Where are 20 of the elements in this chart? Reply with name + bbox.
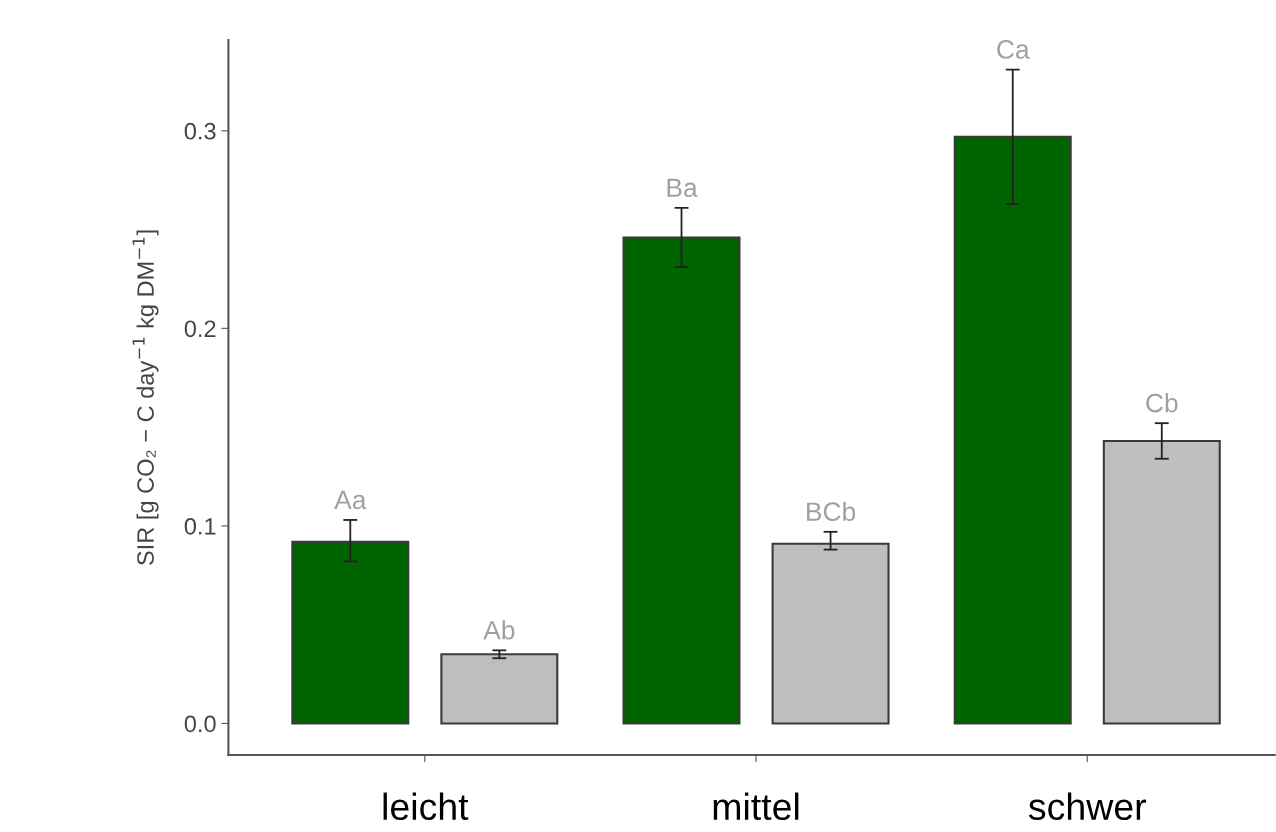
data-label: Cb xyxy=(1146,393,1178,413)
x-tick-label: mittel xyxy=(713,792,799,821)
y-tick-label: 0.1 xyxy=(184,517,216,535)
bar xyxy=(440,653,559,725)
y-tick-label: 0.3 xyxy=(184,122,216,140)
x-tick-label: leicht xyxy=(383,792,469,821)
data-label: Ca xyxy=(997,40,1030,59)
y-tick-label: 0.0 xyxy=(184,715,216,733)
bar xyxy=(953,135,1072,725)
bar xyxy=(622,236,741,725)
data-label: Ba xyxy=(667,178,698,198)
bar xyxy=(291,540,410,725)
x-tick-label: schwer xyxy=(1028,792,1147,821)
bar xyxy=(1102,439,1221,725)
y-axis-title: SIR [g CO₂ − C day$^{−1}$ kg DM$^{−1}$] xyxy=(132,230,159,565)
data-label: Ab xyxy=(483,620,515,640)
data-label: Aa xyxy=(334,490,367,510)
y-tick-label: 0.2 xyxy=(184,320,216,338)
bar xyxy=(771,542,890,725)
data-label: BCb xyxy=(807,501,856,522)
